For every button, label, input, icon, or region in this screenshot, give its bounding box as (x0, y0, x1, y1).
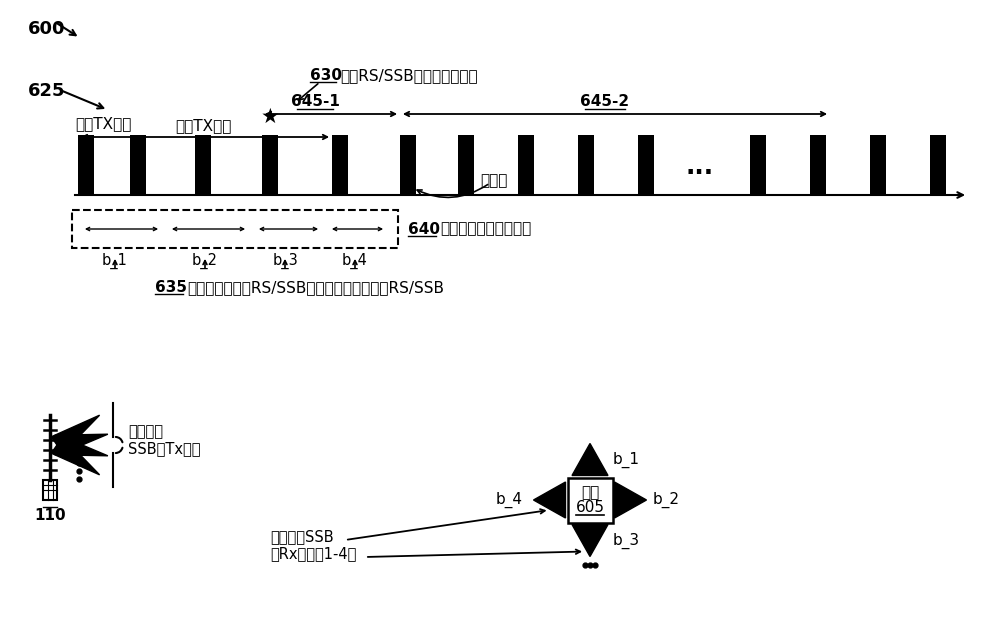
Text: 突发集: 突发集 (480, 173, 507, 188)
Bar (930, 135, 946, 195)
Bar (195, 135, 211, 195)
Text: b_3: b_3 (272, 253, 298, 269)
Text: b_3: b_3 (613, 532, 640, 549)
Bar (400, 135, 416, 195)
Bar (130, 135, 146, 195)
Polygon shape (51, 415, 100, 453)
Text: 635: 635 (155, 280, 187, 295)
Bar (332, 135, 348, 195)
Bar (518, 135, 534, 195)
Bar (750, 135, 766, 195)
Bar (72, 210, 398, 248)
Text: 630: 630 (310, 68, 342, 83)
Text: 使用多个配置在RS/SSB周期中监控（多个）RS/SSB: 使用多个配置在RS/SSB周期中监控（多个）RS/SSB (187, 280, 444, 295)
Bar (262, 135, 278, 195)
Text: ...: ... (686, 155, 714, 179)
Polygon shape (614, 482, 646, 518)
Bar (638, 135, 654, 195)
Polygon shape (534, 482, 566, 518)
Bar (458, 135, 474, 195)
Bar (78, 135, 94, 195)
Bar (870, 135, 886, 195)
Text: 实际TX周期: 实际TX周期 (75, 116, 131, 131)
Text: b_1: b_1 (102, 253, 128, 269)
Text: 640: 640 (408, 221, 440, 236)
Text: 假定TX周期: 假定TX周期 (175, 118, 232, 133)
Text: b_2: b_2 (192, 253, 218, 269)
Polygon shape (55, 435, 108, 456)
Polygon shape (51, 437, 100, 475)
Text: b_4: b_4 (342, 253, 368, 269)
Text: 用于发送
SSB的Tx波束: 用于发送 SSB的Tx波束 (128, 424, 200, 456)
Text: 605: 605 (576, 501, 604, 516)
Bar (568, 478, 612, 522)
Text: 110: 110 (34, 508, 66, 523)
Text: b_4: b_4 (496, 492, 522, 508)
Polygon shape (572, 524, 608, 556)
Bar (43, 480, 57, 500)
Text: 600: 600 (28, 20, 66, 38)
Text: 节点: 节点 (581, 486, 599, 501)
Text: 645-1: 645-1 (291, 94, 339, 109)
Text: 确定RS/SSB周期的默认周期: 确定RS/SSB周期的默认周期 (340, 68, 478, 83)
Text: 625: 625 (28, 82, 66, 100)
Polygon shape (55, 434, 108, 455)
Text: b_2: b_2 (652, 492, 680, 508)
Polygon shape (572, 444, 608, 476)
Text: ★: ★ (261, 107, 279, 127)
Text: 多个间隔短于默认周期: 多个间隔短于默认周期 (440, 221, 531, 236)
Text: 645-2: 645-2 (580, 94, 630, 109)
Text: b_1: b_1 (613, 451, 640, 468)
Text: 用于接收SSB
的Rx波束（1-4）: 用于接收SSB 的Rx波束（1-4） (270, 529, 356, 561)
Bar (578, 135, 594, 195)
Bar (810, 135, 826, 195)
